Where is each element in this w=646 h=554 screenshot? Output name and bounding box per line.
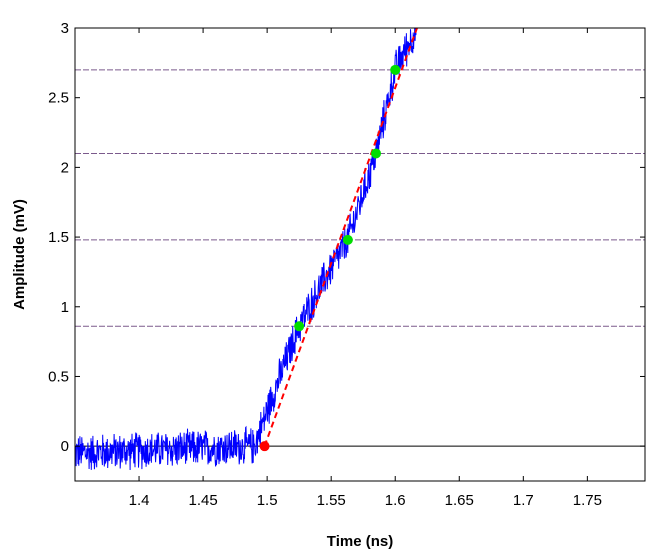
y-tick-label: 3 <box>61 20 69 37</box>
x-tick-label: 1.4 <box>129 492 150 509</box>
x-tick-label: 1.45 <box>188 492 217 509</box>
signal-trace <box>74 27 417 471</box>
crossing-marker <box>390 64 401 75</box>
y-tick-label: 2 <box>61 159 69 176</box>
x-tick-label: 1.5 <box>257 492 278 509</box>
y-tick-label: 1 <box>61 299 69 316</box>
plot-frame <box>74 27 646 482</box>
crossing-marker <box>294 321 305 332</box>
threshold-lines <box>75 69 645 327</box>
x-tick-label: 1.7 <box>513 492 534 509</box>
x-axis-ticks: 1.4 1.45 1.5 1.55 1.6 1.65 1.7 1.75 <box>129 28 602 509</box>
x-tick-label: 1.75 <box>573 492 602 509</box>
y-axis-ticks: 0 0.5 1 1.5 2 2.5 3 <box>48 20 645 455</box>
x-tick-label: 1.55 <box>317 492 346 509</box>
x-tick-label: 1.6 <box>385 492 406 509</box>
y-tick-label: 1.5 <box>48 229 69 246</box>
y-axis-label: Amplitude (mV) <box>11 199 28 310</box>
crossing-marker <box>342 234 353 245</box>
fit-line <box>263 27 418 447</box>
start-marker <box>259 441 270 452</box>
y-tick-label: 2.5 <box>48 90 69 107</box>
y-tick-label: 0 <box>61 438 69 455</box>
crossing-markers <box>259 64 401 452</box>
x-axis-label: Time (ns) <box>327 533 393 550</box>
crossing-marker <box>371 148 382 159</box>
plot-area <box>74 27 646 482</box>
signal-series <box>74 27 417 471</box>
y-tick-label: 0.5 <box>48 368 69 385</box>
x-tick-label: 1.65 <box>445 492 474 509</box>
